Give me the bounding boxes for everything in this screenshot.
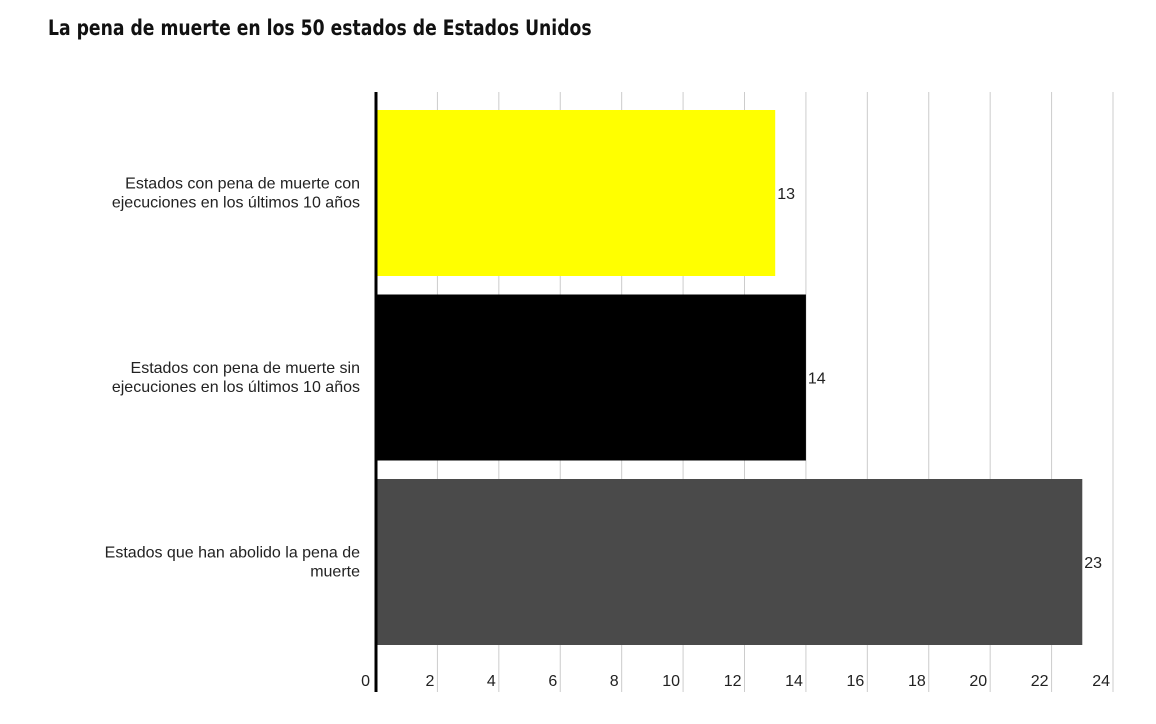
- bar: [376, 294, 806, 461]
- category-label: muerte: [310, 564, 360, 581]
- tick-label: 24: [1092, 673, 1110, 690]
- tick-label: 2: [426, 673, 435, 690]
- data-labels: 13 14 23: [777, 186, 1102, 572]
- bar: [376, 479, 1083, 645]
- data-label: 13: [777, 186, 795, 203]
- category-labels: Estados con pena de muerte con ejecucione…: [105, 176, 360, 581]
- bar: [376, 110, 776, 276]
- tick-label: 16: [847, 673, 865, 690]
- tick-label: 20: [969, 673, 987, 690]
- tick-label: 18: [908, 673, 926, 690]
- category-label: Estados que han abolido la pena de: [105, 545, 360, 562]
- tick-label: 10: [662, 673, 680, 690]
- data-label: 14: [808, 371, 826, 388]
- tick-label: 4: [487, 673, 496, 690]
- category-label: ejecuciones en los últimos 10 años: [112, 379, 360, 396]
- tick-label: 22: [1031, 673, 1049, 690]
- tick-label: 0: [361, 673, 370, 690]
- tick-label: 14: [785, 673, 803, 690]
- bars: [376, 110, 1083, 645]
- x-tick-labels: 0 2 4 6 8 10 12 14 16 18 20 22 24: [361, 673, 1110, 690]
- tick-label: 12: [724, 673, 742, 690]
- tick-label: 8: [610, 673, 619, 690]
- tick-label: 6: [548, 673, 557, 690]
- category-label: ejecuciones en los últimos 10 años: [112, 195, 360, 212]
- category-label: Estados con pena de muerte con: [125, 176, 360, 193]
- category-label: Estados con pena de muerte sin: [131, 360, 360, 377]
- chart-title: La pena de muerte en los 50 estados de E…: [48, 16, 592, 40]
- data-label: 23: [1084, 555, 1102, 572]
